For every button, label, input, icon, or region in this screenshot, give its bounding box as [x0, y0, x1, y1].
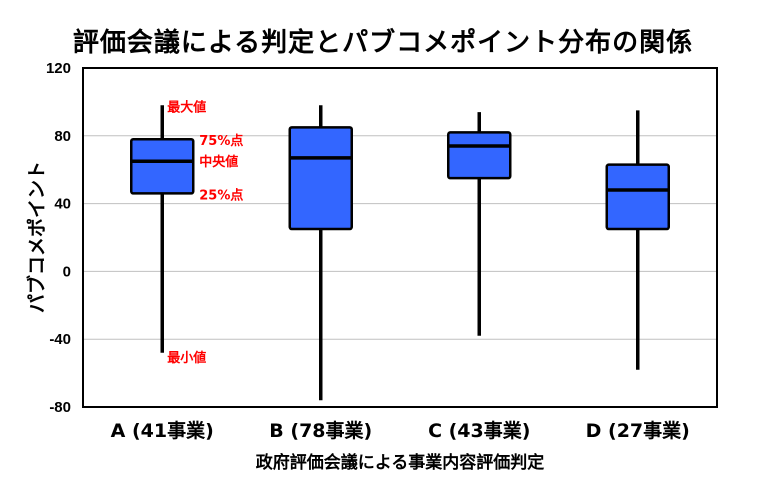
annotation-q1: 25%点 [199, 187, 243, 203]
box [288, 126, 353, 231]
annotation-median: 中央値 [199, 154, 238, 170]
y-tick-label: 120 [46, 60, 71, 77]
y-axis-label: パブコメポイント [25, 161, 48, 313]
box [130, 137, 195, 195]
whiskers [160, 105, 640, 401]
y-tick-label: -80 [49, 399, 71, 416]
y-tick-label: 40 [54, 196, 71, 213]
x-category-label: B (78事業) [269, 419, 372, 442]
annotation-min: 最小値 [167, 350, 206, 366]
y-tick-labels: -80 -40 0 40 80 120 [46, 60, 71, 416]
x-category-labels: A (41事業) B (78事業) C (43事業) D (27事業) [111, 419, 690, 442]
x-category-label: C (43事業) [428, 419, 530, 442]
box [605, 163, 670, 231]
chart-title: 評価会議による判定とパブコメポイント分布の関係 [72, 28, 694, 58]
boxes [130, 126, 670, 231]
annotation-max: 最大値 [167, 99, 206, 115]
x-category-label: A (41事業) [111, 419, 214, 442]
y-tick-label: 80 [54, 128, 71, 145]
box [447, 131, 512, 180]
annotation-q3: 75%点 [199, 133, 243, 149]
y-tick-label: -40 [49, 331, 71, 348]
y-tick-label: 0 [63, 263, 71, 280]
x-category-label: D (27事業) [586, 419, 690, 442]
x-axis-label: 政府評価会議による事業内容評価判定 [256, 452, 545, 473]
plot-area-frame [82, 67, 718, 408]
